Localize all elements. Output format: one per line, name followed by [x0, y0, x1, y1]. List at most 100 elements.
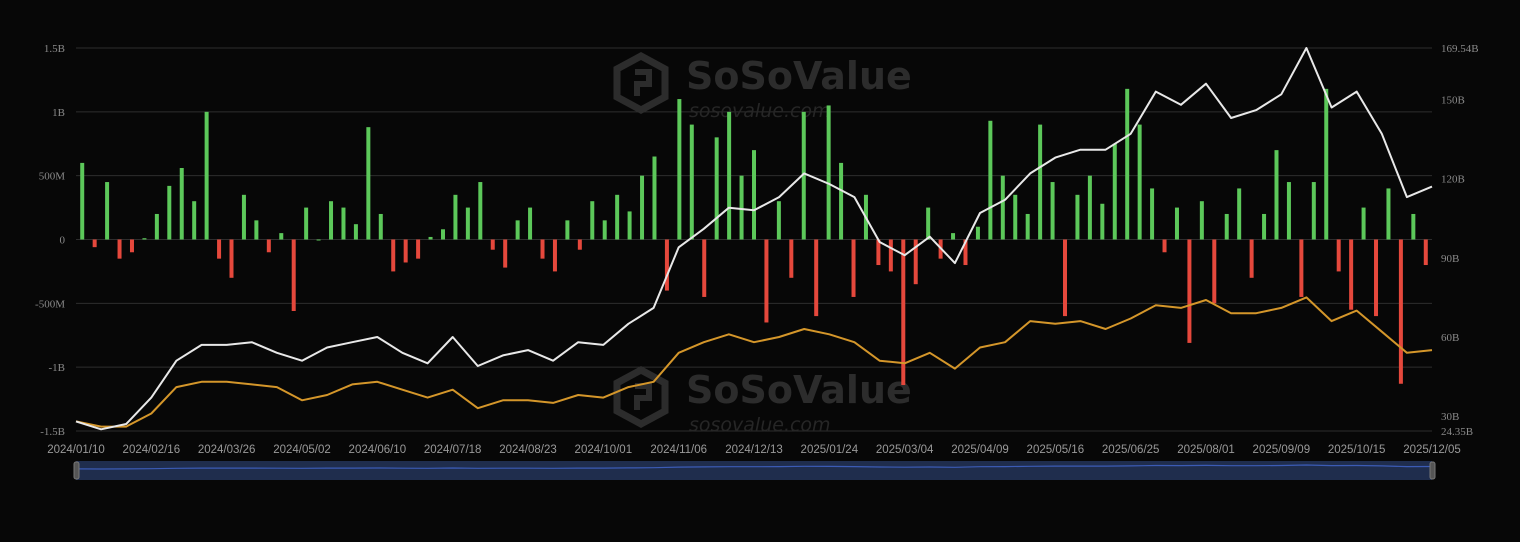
- outflow-bar: [403, 239, 408, 263]
- inflow-bar: [440, 229, 445, 240]
- outflow-bar: [490, 239, 495, 250]
- outflow-bar: [1162, 239, 1167, 253]
- x-tick-label: 2024/11/06: [650, 444, 707, 456]
- net-flow-bars: [80, 88, 1428, 386]
- inflow-bar: [1150, 188, 1155, 240]
- x-tick-label: 2025/05/16: [1027, 444, 1085, 456]
- inflow-bar: [254, 220, 259, 240]
- inflow-bar: [776, 201, 781, 240]
- inflow-bar: [926, 207, 931, 240]
- inflow-bar: [627, 211, 632, 240]
- inflow-bar: [988, 120, 993, 240]
- inflow-bar: [167, 185, 172, 240]
- watermark-brand: SoSoValue: [686, 368, 912, 412]
- inflow-bar: [1025, 213, 1030, 240]
- outflow-bar: [1423, 239, 1428, 266]
- inflow-bar: [465, 207, 470, 240]
- watermark-url: sosovalue.com: [689, 414, 831, 436]
- inflow-bar: [1311, 182, 1316, 240]
- x-tick-label: 2025/10/15: [1328, 444, 1386, 456]
- watermark-bottom: SoSoValue sosovalue.com: [613, 366, 912, 436]
- left-tick-label: 1.5B: [44, 43, 65, 55]
- right-tick-label: 150B: [1441, 95, 1465, 107]
- outflow-bar: [702, 239, 707, 297]
- watermark-brand: SoSoValue: [686, 54, 912, 98]
- navigator-right-handle[interactable]: [1429, 461, 1436, 480]
- x-tick-label: 2025/12/05: [1403, 444, 1461, 456]
- primary-series-line: [75, 47, 1433, 431]
- inflow-bar: [154, 213, 159, 240]
- left-tick-label: 1B: [52, 107, 65, 119]
- right-tick-label: 90B: [1441, 253, 1459, 265]
- outflow-bar: [1336, 239, 1341, 272]
- outflow-bar: [1063, 239, 1068, 317]
- navigator-track: [76, 461, 1432, 480]
- inflow-bar: [453, 194, 458, 240]
- navigator-left-handle[interactable]: [73, 461, 80, 480]
- outflow-bar: [876, 239, 881, 266]
- inflow-bar: [1361, 207, 1366, 240]
- inflow-bar: [329, 201, 334, 240]
- x-tick-label: 2025/09/09: [1253, 444, 1311, 456]
- inflow-bar: [1137, 124, 1142, 240]
- inflow-bar: [801, 111, 806, 240]
- inflow-bar: [241, 194, 246, 240]
- outflow-bar: [552, 239, 557, 272]
- inflow-bar: [727, 111, 732, 240]
- x-tick-label: 2024/10/01: [575, 444, 633, 456]
- inflow-bar: [428, 236, 433, 240]
- inflow-bar: [1075, 194, 1080, 240]
- sosovalue-logo-icon: [613, 366, 669, 428]
- inflow-bar: [590, 201, 595, 240]
- outflow-bar: [129, 239, 134, 253]
- outflow-bar: [664, 239, 669, 291]
- inflow-bar: [179, 168, 184, 240]
- inflow-bar: [80, 162, 85, 240]
- secondary-series-line: [75, 296, 1433, 428]
- outflow-bar: [1187, 239, 1192, 343]
- inflow-bar: [105, 182, 110, 240]
- outflow-bar: [901, 239, 906, 386]
- sosovalue-logo-icon: [613, 52, 669, 114]
- outflow-bar: [391, 239, 396, 272]
- inflow-bar: [640, 175, 645, 240]
- asset-lines: [75, 47, 1433, 431]
- outflow-bar: [291, 239, 296, 311]
- x-tick-label: 2025/03/04: [876, 444, 934, 456]
- right-tick-label: 30B: [1441, 411, 1459, 423]
- x-tick-label: 2024/02/16: [123, 444, 181, 456]
- left-tick-label: 0: [60, 235, 66, 247]
- right-tick-label: 24.35B: [1441, 426, 1473, 438]
- x-tick-label: 2025/08/01: [1177, 444, 1235, 456]
- inflow-bar: [1125, 88, 1130, 240]
- x-tick-label: 2024/07/18: [424, 444, 482, 456]
- inflow-bar: [1174, 207, 1179, 240]
- outflow-bar: [92, 239, 97, 248]
- navigator-preview-line: [75, 464, 1433, 470]
- x-tick-label: 2024/01/10: [47, 444, 105, 456]
- inflow-bar: [1286, 182, 1291, 240]
- inflow-bar: [366, 127, 371, 240]
- outflow-bar: [1349, 239, 1354, 310]
- inflow-bar: [478, 182, 483, 240]
- outflow-bar: [229, 239, 234, 278]
- outflow-bar: [577, 239, 582, 250]
- inflow-bar: [1386, 188, 1391, 240]
- inflow-bar: [304, 207, 309, 240]
- inflow-bar: [1100, 203, 1105, 240]
- outflow-bar: [1299, 239, 1304, 297]
- inflow-bar: [515, 220, 520, 240]
- x-tick-label: 2024/05/02: [273, 444, 331, 456]
- inflow-bar: [1237, 188, 1242, 240]
- outflow-bar: [266, 239, 271, 253]
- x-tick-label: 2024/06/10: [349, 444, 407, 456]
- inflow-bar: [714, 137, 719, 240]
- outflow-bar: [503, 239, 508, 268]
- inflow-bar: [1038, 124, 1043, 240]
- range-navigator[interactable]: [73, 461, 1436, 480]
- left-tick-label: -1B: [49, 362, 66, 374]
- inflow-bar: [839, 162, 844, 240]
- inflow-bar: [1224, 213, 1229, 240]
- left-tick-label: -1.5B: [40, 426, 65, 438]
- inflow-bar: [142, 238, 147, 240]
